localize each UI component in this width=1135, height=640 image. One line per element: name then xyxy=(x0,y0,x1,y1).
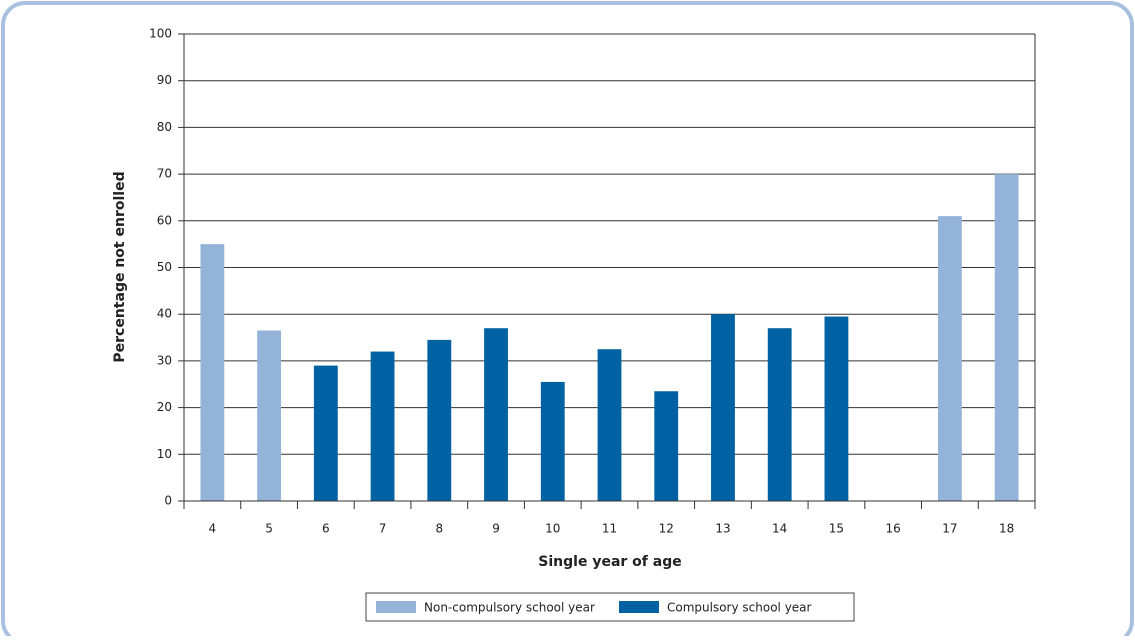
y-tick-label: 20 xyxy=(157,400,172,414)
x-tick-label: 13 xyxy=(715,522,730,536)
x-tick-label: 14 xyxy=(772,522,787,536)
bar xyxy=(767,328,792,501)
x-tick-label: 17 xyxy=(942,522,957,536)
y-tick-label: 60 xyxy=(157,213,172,227)
bar xyxy=(597,349,622,501)
x-tick-label: 9 xyxy=(492,522,500,536)
bar xyxy=(937,216,962,501)
x-tick-label: 18 xyxy=(999,522,1014,536)
y-axis-title: Percentage not enrolled xyxy=(112,171,128,362)
y-tick-label: 40 xyxy=(157,307,172,321)
y-tick-label: 90 xyxy=(157,73,172,87)
bar xyxy=(994,174,1019,501)
bar xyxy=(257,330,282,501)
x-tick-label: 6 xyxy=(322,522,330,536)
y-tick-label: 70 xyxy=(157,167,172,181)
bar xyxy=(654,391,679,501)
bar xyxy=(200,244,225,501)
y-tick-label: 80 xyxy=(157,120,172,134)
legend-box xyxy=(365,592,855,622)
legend-label: Compulsory school year xyxy=(667,601,812,615)
bar xyxy=(824,316,849,501)
x-tick-label: 10 xyxy=(545,522,560,536)
bar xyxy=(484,328,508,501)
bar xyxy=(711,314,735,501)
x-tick-label: 7 xyxy=(379,522,387,536)
y-tick-label: 0 xyxy=(164,494,172,508)
x-tick-label: 4 xyxy=(209,522,217,536)
y-tick-label: 100 xyxy=(149,27,172,41)
x-tick-label: 15 xyxy=(829,522,844,536)
bar xyxy=(370,351,395,501)
bar xyxy=(427,339,452,501)
legend-swatch xyxy=(619,601,659,613)
bar xyxy=(540,381,565,501)
x-tick-label: 5 xyxy=(265,522,273,536)
legend-swatch xyxy=(376,601,416,613)
x-tick-label: 8 xyxy=(435,522,443,536)
y-tick-label: 30 xyxy=(157,353,172,367)
x-tick-label: 11 xyxy=(602,522,617,536)
legend-label: Non-compulsory school year xyxy=(424,601,595,615)
y-tick-label: 10 xyxy=(157,447,172,461)
bar xyxy=(313,365,338,501)
x-axis-title: Single year of age xyxy=(538,554,681,570)
y-tick-label: 50 xyxy=(157,260,172,274)
x-tick-label: 16 xyxy=(886,522,901,536)
x-tick-label: 12 xyxy=(659,522,674,536)
